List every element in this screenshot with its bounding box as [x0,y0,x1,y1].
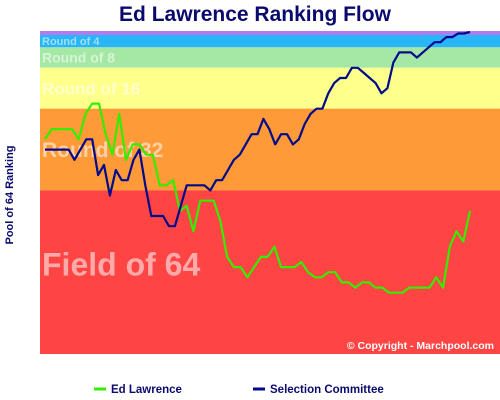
series-lines [44,30,472,294]
legend-label-ed-lawrence: Ed Lawrence [111,384,182,396]
series-line-ed-lawrence [44,102,472,294]
zone-label-field-of-64: Field of 64 [42,246,200,282]
zone-band-round-of-16 [40,67,500,109]
zone-band-round-of-8 [40,47,500,68]
series-line-selection-committee [45,30,471,228]
zone-label-round-of-16: Round of 16 [42,79,140,98]
zone-label-round-of-4: Round of 4 [42,36,100,48]
y-axis-label: Pool of 64 Ranking [4,145,16,244]
legend-label-selection-committee: Selection Committee [270,384,384,396]
zone-top-strip [40,31,500,35]
zone-band-round-of-4 [40,35,500,48]
legend: Ed Lawrence Selection Committee [94,384,384,396]
zone-band-round-of-32 [40,108,500,191]
zone-band-field-of-64 [40,190,500,354]
zone-label-round-of-8: Round of 8 [42,50,115,66]
legend-item-ed-lawrence: Ed Lawrence [94,384,182,396]
chart-title: Ed Lawrence Ranking Flow [119,3,392,26]
ranking-zones [40,31,500,354]
legend-item-selection-committee: Selection Committee [253,384,384,396]
copyright-annotation: © Copyright - Marchpool.com [347,340,494,352]
